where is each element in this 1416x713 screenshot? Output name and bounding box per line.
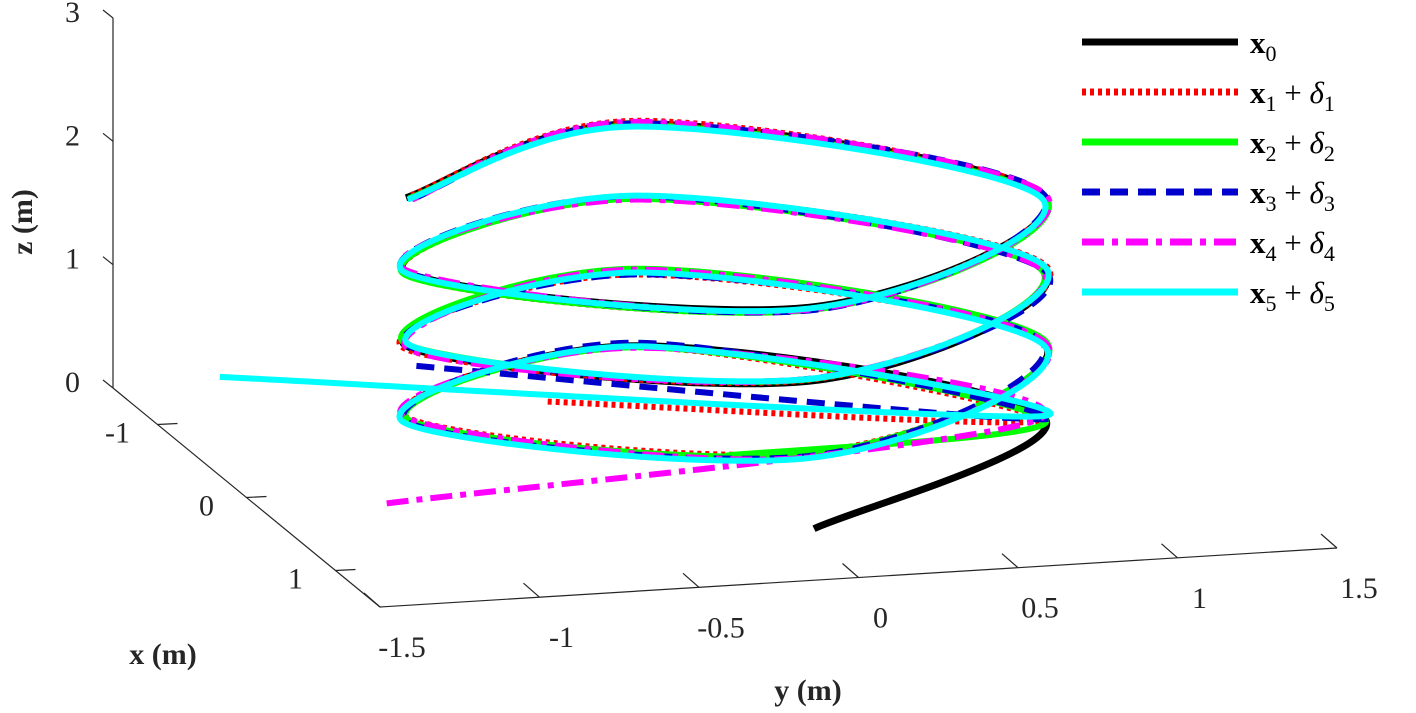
y-tick-label: 0.5 — [1021, 592, 1059, 625]
series-line — [219, 123, 1054, 464]
legend-entry: x0 — [1250, 25, 1277, 66]
legend-delta-sub: 4 — [1324, 241, 1335, 266]
x-tick-label: -1 — [105, 417, 130, 450]
legend-delta-sub: 5 — [1324, 291, 1335, 316]
y-tick-label: 0 — [873, 602, 888, 635]
legend-entry: x5 + δ5 — [1250, 275, 1335, 316]
legend-sub: 1 — [1266, 91, 1277, 116]
legend-sub: 2 — [1266, 141, 1277, 166]
x-tick-mark — [157, 422, 178, 426]
legend-var: x — [1250, 25, 1266, 60]
legend-delta-sub: 1 — [1324, 91, 1335, 116]
legend-sub: 3 — [1266, 191, 1277, 216]
y-tick-mark — [363, 592, 381, 608]
y-tick-label: -1.5 — [378, 631, 426, 664]
y-tick-label: 1.5 — [1340, 572, 1378, 605]
legend-delta: δ — [1309, 175, 1324, 210]
legend-var: x — [1250, 275, 1266, 310]
y-tick-mark — [1001, 553, 1019, 569]
y-tick-mark — [1320, 533, 1338, 549]
legend-delta-sub: 3 — [1324, 191, 1335, 216]
z-axis-title: z (m) — [6, 189, 39, 255]
x-axis-title: x (m) — [129, 638, 196, 671]
y-tick-label: 1 — [1192, 582, 1207, 615]
y-tick-mark — [842, 563, 859, 578]
legend-delta: δ — [1309, 225, 1324, 260]
x-tick-mark — [335, 568, 356, 572]
legend-sub: 4 — [1266, 241, 1277, 266]
legend-entry: x3 + δ3 — [1250, 175, 1335, 216]
z-ticks: 0 1 2 3 — [65, 0, 114, 399]
legend-sub: 0 — [1266, 41, 1277, 66]
legend-sub: 5 — [1266, 291, 1277, 316]
legend-entry: x2 + δ2 — [1250, 125, 1335, 166]
z-tick-mark — [102, 379, 114, 389]
legend-entry: x1 + δ1 — [1250, 75, 1335, 116]
legend-var: x — [1250, 125, 1266, 160]
z-tick-label: 2 — [65, 119, 80, 152]
legend-plus: + — [1277, 225, 1310, 260]
legend-delta: δ — [1309, 275, 1324, 310]
y-tick-mark — [523, 582, 540, 598]
legend-delta-sub: 2 — [1324, 141, 1335, 166]
x-tick-label: 0 — [199, 490, 214, 523]
z-tick-label: 1 — [65, 243, 80, 276]
y-tick-mark — [682, 572, 700, 588]
legend-delta: δ — [1309, 125, 1324, 160]
legend-plus: + — [1277, 175, 1310, 210]
z-tick-label: 0 — [65, 366, 80, 399]
y-ticks: -1.5 -1 -0.5 0 0.5 1 1.5 — [363, 533, 1378, 664]
y-tick-label: -0.5 — [697, 611, 745, 644]
legend-plus: + — [1277, 125, 1310, 160]
z-tick-label: 3 — [65, 0, 80, 29]
legend-var: x — [1250, 75, 1266, 110]
z-tick-mark — [102, 256, 114, 266]
z-tick-mark — [102, 132, 114, 142]
legend-plus: + — [1277, 275, 1310, 310]
y-tick-mark — [1161, 543, 1178, 559]
x-ticks: -1 0 1 — [105, 417, 356, 596]
x-tick-mark — [246, 495, 267, 499]
series-group — [219, 117, 1054, 532]
x-tick-label: 1 — [288, 563, 303, 596]
legend-entry: x4 + δ4 — [1250, 225, 1335, 266]
legend-var: x — [1250, 175, 1266, 210]
y-tick-label: -1 — [549, 621, 574, 654]
z-tick-mark — [102, 9, 114, 19]
legend-var: x — [1250, 225, 1266, 260]
legend-delta: δ — [1309, 75, 1324, 110]
legend-plus: + — [1277, 75, 1310, 110]
y-axis-title: y (m) — [774, 674, 841, 707]
